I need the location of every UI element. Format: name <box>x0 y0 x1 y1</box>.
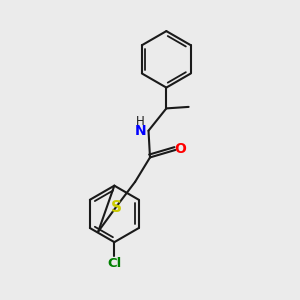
Text: O: O <box>175 142 187 156</box>
Text: H: H <box>136 115 145 128</box>
Text: Cl: Cl <box>107 257 122 270</box>
Text: N: N <box>134 124 146 138</box>
Text: S: S <box>111 200 122 215</box>
